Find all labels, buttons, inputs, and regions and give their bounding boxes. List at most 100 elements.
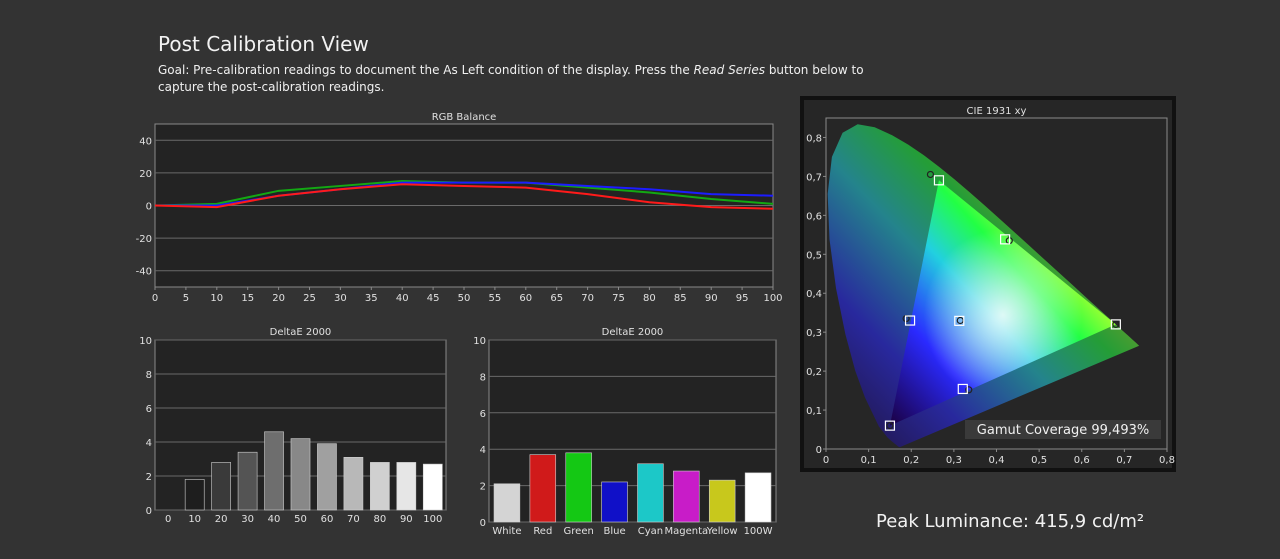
- gamut-coverage-box: [965, 420, 1161, 439]
- color-x-tick: White: [492, 526, 521, 537]
- cie-x-tick: 0,3: [946, 455, 962, 466]
- color-x-tick: Blue: [603, 526, 625, 537]
- cie-target-point: [957, 383, 968, 395]
- page-title: Post Calibration View: [158, 32, 369, 56]
- cie-measured-point: [926, 170, 935, 179]
- color-y-tick: 4: [480, 445, 486, 456]
- color-bar: [601, 481, 628, 523]
- grayscale-y-tick: 2: [146, 472, 152, 483]
- cie-y-tick: 0,2: [806, 367, 822, 378]
- cie-x-tick: 0,6: [1074, 455, 1090, 466]
- grayscale-x-tick: 40: [268, 514, 281, 525]
- color-x-tick: Red: [533, 526, 552, 537]
- goal-text: Goal: Pre-calibration readings to docume…: [158, 62, 878, 96]
- rgb-x-tick: 0: [152, 293, 158, 304]
- rgb-y-tick: 0: [146, 202, 152, 213]
- grayscale-x-tick: 90: [400, 514, 413, 525]
- cie-x-tick: 0,1: [861, 455, 877, 466]
- rgb-y-tick: -40: [136, 267, 152, 278]
- rgb-x-tick: 100: [763, 293, 782, 304]
- cie-target-point: [954, 315, 965, 326]
- grayscale-x-tick: 100: [423, 514, 442, 525]
- cie-measured-point: [886, 422, 894, 430]
- grayscale-x-tick: 50: [294, 514, 307, 525]
- cie-x-tick: 0,2: [903, 455, 919, 466]
- cie-gamut-white-glow: [889, 180, 1116, 426]
- cie-x-tick: 0: [823, 455, 829, 466]
- rgb-x-tick: 60: [519, 293, 532, 304]
- grayscale-bar: [211, 462, 231, 511]
- rgb-x-tick: 80: [643, 293, 656, 304]
- grayscale-x-tick: 10: [188, 514, 201, 525]
- cie-y-tick: 0,7: [806, 172, 822, 183]
- goal-suffix: button below to capture the post-calibra…: [158, 63, 864, 94]
- grayscale-bar: [237, 451, 258, 511]
- rgb-y-tick: -20: [136, 234, 152, 245]
- cie-y-tick: 0,6: [806, 211, 822, 222]
- color-x-tick: Green: [564, 526, 594, 537]
- grayscale-y-tick: 8: [146, 370, 152, 381]
- rgb-series-line: [154, 183, 774, 210]
- grayscale-bar: [422, 463, 443, 511]
- rgb-y-tick: 20: [139, 169, 152, 180]
- cie-x-tick: 0,5: [1031, 455, 1047, 466]
- grayscale-y-tick: 0: [146, 506, 152, 517]
- grayscale-bar: [184, 479, 205, 511]
- grayscale-x-tick: 20: [215, 514, 228, 525]
- rgb-x-tick: 10: [210, 293, 223, 304]
- rgb-x-tick: 30: [334, 293, 347, 304]
- cie-y-tick: 0,4: [806, 289, 822, 300]
- cie-y-tick: 0,3: [806, 328, 822, 339]
- rgb-x-tick: 90: [705, 293, 718, 304]
- cie-measured-point: [965, 386, 973, 394]
- cie-target-point: [933, 175, 945, 186]
- rgb-x-tick: 55: [489, 293, 502, 304]
- rgb-x-tick: 65: [550, 293, 563, 304]
- read-series-emphasis: Read Series: [693, 63, 765, 77]
- color-bar: [493, 483, 521, 523]
- grayscale-bar: [264, 431, 284, 511]
- grayscale-bar: [290, 438, 311, 511]
- color-x-tick: Yellow: [706, 526, 738, 537]
- grayscale-x-tick: 30: [241, 514, 254, 525]
- grayscale-title: DeltaE 2000: [270, 327, 332, 338]
- rgb-x-tick: 45: [427, 293, 440, 304]
- grayscale-bar: [343, 456, 364, 511]
- color-bar: [565, 452, 592, 523]
- cie-target-point: [1000, 234, 1011, 245]
- cie-target-point: [1110, 319, 1121, 330]
- rgb-x-tick: 15: [241, 293, 254, 304]
- color-bar: [744, 472, 772, 523]
- cie-x-tick: 0,4: [989, 455, 1005, 466]
- color-x-tick: Cyan: [638, 526, 663, 537]
- cie-target-point: [904, 315, 916, 326]
- color-title: DeltaE 2000: [602, 327, 664, 338]
- cie-x-tick: 0,8: [1159, 455, 1175, 466]
- grayscale-y-tick: 6: [146, 404, 152, 415]
- color-bar: [708, 479, 736, 523]
- cie-measured-point: [1112, 320, 1120, 328]
- cie-y-tick: 0,8: [806, 133, 822, 144]
- gamut-coverage-label: Gamut Coverage 99,493%: [977, 423, 1149, 438]
- cie-y-tick: 0: [816, 445, 822, 456]
- cie-y-tick: 0,1: [806, 406, 822, 417]
- grayscale-bar: [370, 462, 390, 511]
- grayscale-x-tick: 60: [321, 514, 334, 525]
- grayscale-x-tick: 70: [347, 514, 360, 525]
- rgb-x-tick: 50: [458, 293, 471, 304]
- rgb-y-tick: 40: [139, 136, 152, 147]
- grayscale-y-tick: 4: [146, 438, 152, 449]
- goal-prefix: Goal: Pre-calibration readings to docume…: [158, 63, 694, 77]
- rgb-x-tick: 25: [303, 293, 316, 304]
- grayscale-bar: [396, 462, 417, 511]
- rgb-x-tick: 20: [272, 293, 285, 304]
- cie-x-tick: 0,7: [1116, 455, 1132, 466]
- rgb-x-tick: 40: [396, 293, 409, 304]
- rgb-x-tick: 70: [581, 293, 594, 304]
- color-bar: [529, 454, 557, 523]
- color-x-tick: 100W: [744, 526, 773, 537]
- rgb-x-tick: 75: [612, 293, 625, 304]
